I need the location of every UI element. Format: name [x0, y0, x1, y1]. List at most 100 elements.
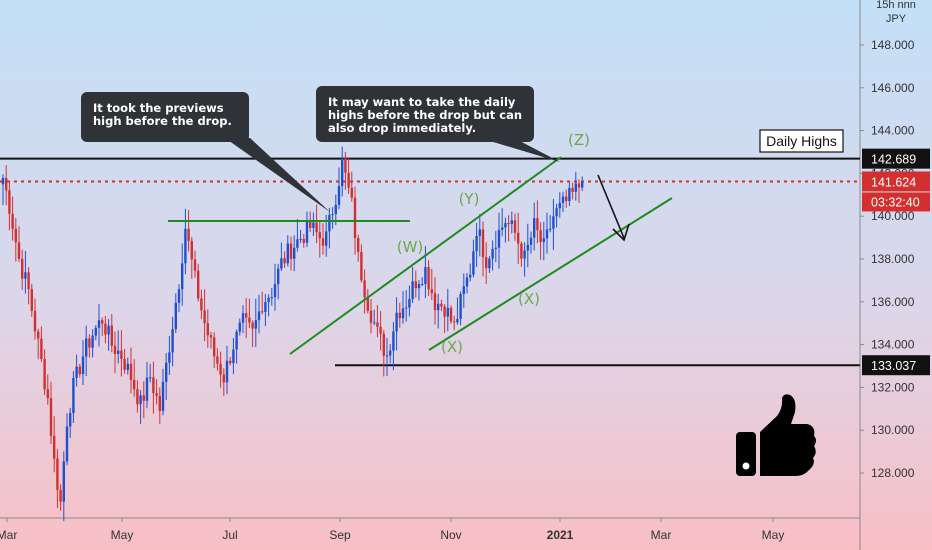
candle-body [318, 232, 321, 239]
level-price-label: 141.624 [871, 175, 916, 189]
candle [1, 174, 5, 206]
candle-body [430, 289, 433, 294]
candle [104, 316, 107, 344]
candle-body [37, 331, 40, 339]
candle [549, 215, 552, 233]
candle [27, 267, 30, 305]
candle [168, 335, 171, 376]
candle-body [475, 235, 478, 252]
candle-body [177, 289, 181, 303]
candle-body [139, 395, 142, 405]
y-tick-label: 144.000 [871, 124, 915, 138]
candle [328, 207, 331, 249]
candle-body [187, 228, 190, 241]
candle-body [216, 356, 219, 364]
candle [251, 320, 254, 347]
callout-daily-highs-text-line: It may want to take the daily [328, 95, 516, 109]
candle-body [184, 228, 187, 264]
candle [197, 263, 200, 302]
candle [363, 269, 366, 314]
candle [392, 321, 395, 371]
wave-label: (Y) [459, 190, 480, 208]
candle-body [574, 183, 577, 192]
candle-body [123, 358, 126, 370]
candle-body [91, 335, 94, 348]
candle-body [165, 362, 168, 382]
y-tick-label: 148.000 [871, 38, 915, 52]
candle [257, 294, 261, 334]
candle [312, 212, 315, 236]
candle [408, 285, 411, 317]
candle [165, 353, 168, 400]
candle [459, 291, 462, 326]
candle-body [344, 158, 347, 173]
candle [277, 263, 280, 300]
callout-previous-high-pointer [225, 138, 330, 212]
candle [136, 380, 139, 413]
candle [437, 293, 440, 329]
candle-body [174, 302, 177, 330]
candle-body [193, 259, 197, 271]
candle [174, 293, 177, 333]
candle [8, 180, 11, 231]
candle [184, 208, 187, 275]
candle-body [369, 310, 373, 323]
candle [517, 212, 520, 264]
candle-body [478, 229, 481, 236]
candle-body [488, 258, 491, 269]
candle-body [465, 277, 469, 287]
candle-body [8, 190, 11, 214]
daily-highs-caption: Daily Highs [759, 129, 844, 153]
callout-previous-high-text-line: It took the previews [93, 101, 224, 115]
candle-body [46, 389, 49, 399]
candle-body [219, 363, 222, 375]
candle [465, 272, 469, 294]
candle [280, 242, 283, 271]
candle-body [277, 268, 280, 285]
candle-body [494, 247, 497, 249]
candle-body [555, 208, 558, 217]
candle [571, 182, 574, 200]
candle [225, 345, 229, 394]
candle [485, 242, 488, 284]
countdown-tag [862, 192, 930, 212]
candle [193, 250, 197, 278]
candle-body [536, 218, 539, 231]
candle-body [513, 220, 517, 233]
candle-body [360, 251, 363, 281]
candle [155, 379, 158, 405]
candle-body [453, 321, 456, 323]
candle-body [485, 257, 488, 269]
candle-body [331, 214, 334, 216]
candle [344, 151, 347, 190]
candle [414, 270, 417, 298]
candle-body [385, 355, 389, 357]
candle [270, 287, 273, 306]
candle [75, 354, 78, 387]
candle-body [43, 359, 46, 390]
candle-body [206, 323, 209, 336]
candle-body [366, 297, 369, 311]
candle [56, 448, 59, 509]
candle [478, 213, 481, 257]
candle-body [270, 297, 273, 299]
level-price-tag-133.037 [862, 355, 930, 376]
candle-body [504, 223, 507, 228]
x-tick-label: Jul [222, 528, 237, 542]
candle-body [357, 238, 360, 252]
candle [222, 368, 225, 396]
candle [565, 189, 568, 208]
candle-body [197, 270, 200, 299]
candle [30, 283, 33, 317]
candle-body [104, 323, 107, 335]
candle [283, 251, 286, 268]
candle-body [337, 186, 341, 205]
daily-highs-caption-text: Daily Highs [766, 133, 837, 149]
candle [181, 243, 184, 306]
candle [273, 263, 277, 311]
candle-body [171, 329, 174, 353]
candle-body [520, 243, 523, 259]
candle [43, 349, 46, 396]
